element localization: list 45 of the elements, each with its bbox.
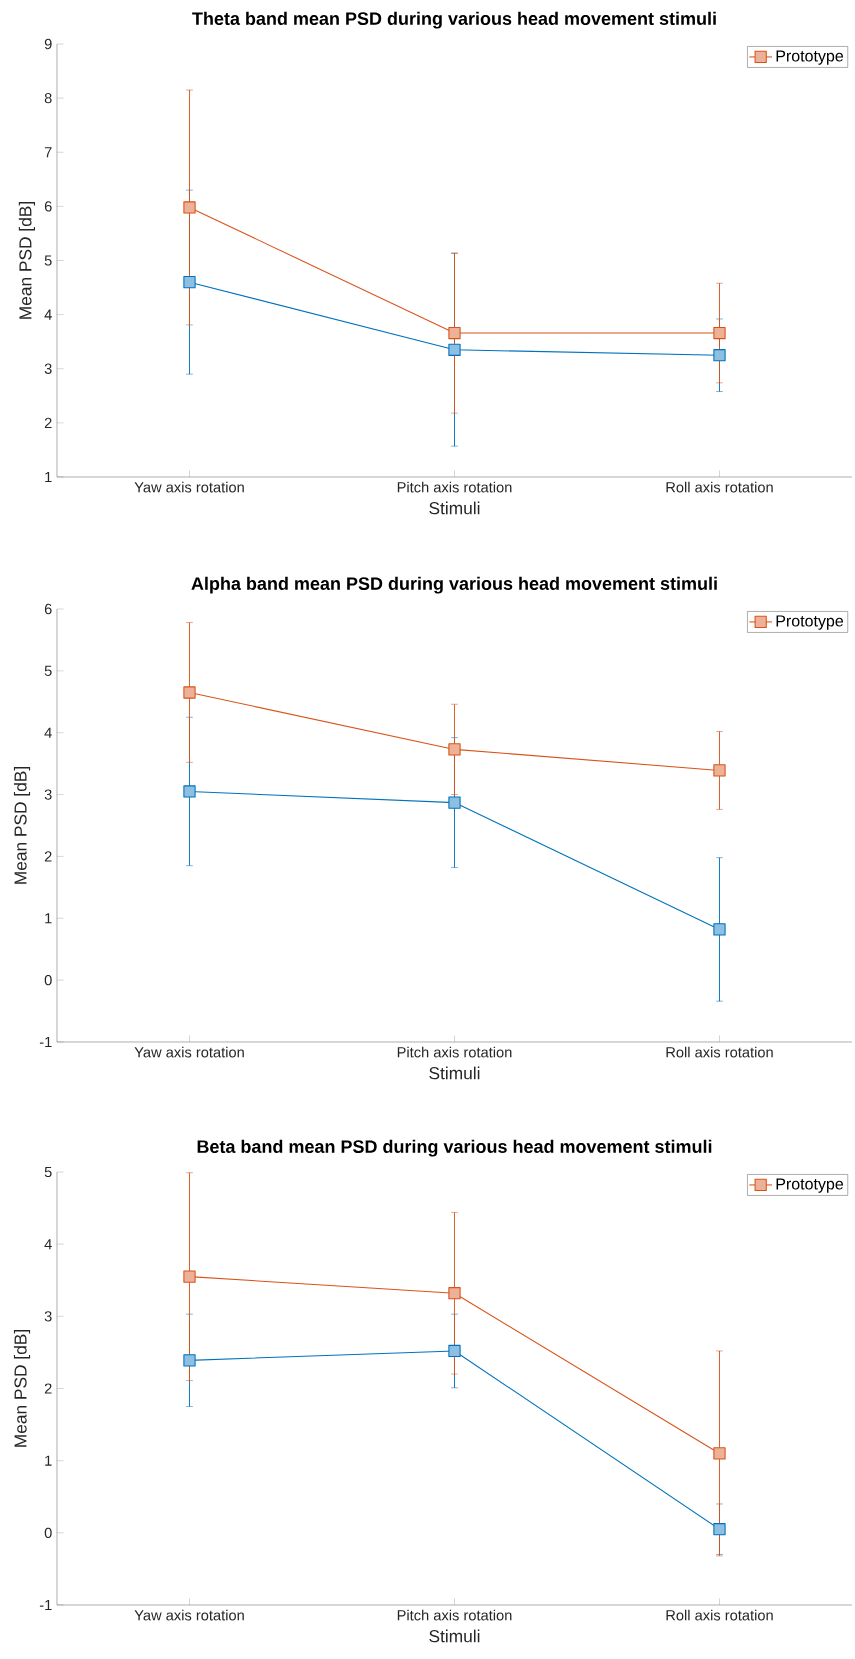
x-axis-title: Stimuli	[429, 1066, 480, 1080]
x-tick-label: Pitch axis rotation	[397, 481, 512, 493]
y-tick-label: 4	[44, 1239, 52, 1250]
x-tick-label: Yaw axis rotation	[134, 1046, 244, 1058]
y-tick-label: 5	[44, 1166, 52, 1178]
x-tick-label: Roll axis rotation	[666, 481, 773, 493]
y-tick-label: 3	[44, 1311, 52, 1322]
y-tick-label: 2	[44, 1383, 52, 1394]
y-tick-label: -1	[39, 1036, 52, 1048]
y-axis-title: Mean PSD [dB]	[18, 202, 35, 319]
chart-title: Beta band mean PSD during various head movement stimuli	[197, 1139, 712, 1157]
x-tick-label: Roll axis rotation	[666, 1046, 773, 1058]
x-tick-label: Yaw axis rotation	[134, 1609, 244, 1621]
y-tick-label: 0	[44, 1527, 52, 1539]
y-axis-title: Mean PSD [dB]	[13, 1330, 31, 1447]
y-tick-label: 5	[44, 255, 52, 266]
legend-label: Prototype	[776, 50, 844, 65]
y-tick-label: 5	[44, 665, 52, 676]
y-tick-label: 2	[44, 417, 52, 428]
y-tick-label: 4	[44, 309, 52, 320]
y-axis-title: Mean PSD [dB]	[13, 767, 31, 884]
legend-label: Prototype	[776, 615, 844, 630]
x-tick-label: Pitch axis rotation	[397, 1046, 512, 1058]
x-tick-label: Roll axis rotation	[666, 1609, 773, 1621]
y-tick-label: 8	[44, 92, 52, 104]
y-tick-label: 1	[45, 1455, 52, 1466]
y-tick-label: 1	[45, 471, 52, 483]
y-tick-label: 9	[44, 38, 52, 50]
y-tick-label: 1	[45, 913, 52, 924]
x-axis-title: Stimuli	[429, 501, 480, 515]
y-tick-label: 7	[44, 147, 52, 158]
y-tick-label: 6	[44, 603, 52, 615]
y-tick-label: 0	[44, 974, 52, 986]
chart-title: Alpha band mean PSD during various head movement stimuli	[191, 576, 717, 594]
y-tick-label: 3	[44, 363, 52, 374]
y-tick-label: 2	[44, 851, 52, 862]
y-tick-label: 6	[44, 201, 52, 212]
y-tick-label: -1	[39, 1599, 52, 1611]
y-tick-label: 3	[44, 789, 52, 800]
x-axis-title: Stimuli	[429, 1629, 480, 1643]
x-tick-label: Yaw axis rotation	[134, 481, 244, 493]
chart-title: Theta band mean PSD during various head movement stimuli	[192, 11, 716, 29]
y-tick-label: 4	[44, 727, 52, 738]
legend-label: Prototype	[776, 1178, 844, 1193]
x-tick-label: Pitch axis rotation	[397, 1609, 512, 1621]
